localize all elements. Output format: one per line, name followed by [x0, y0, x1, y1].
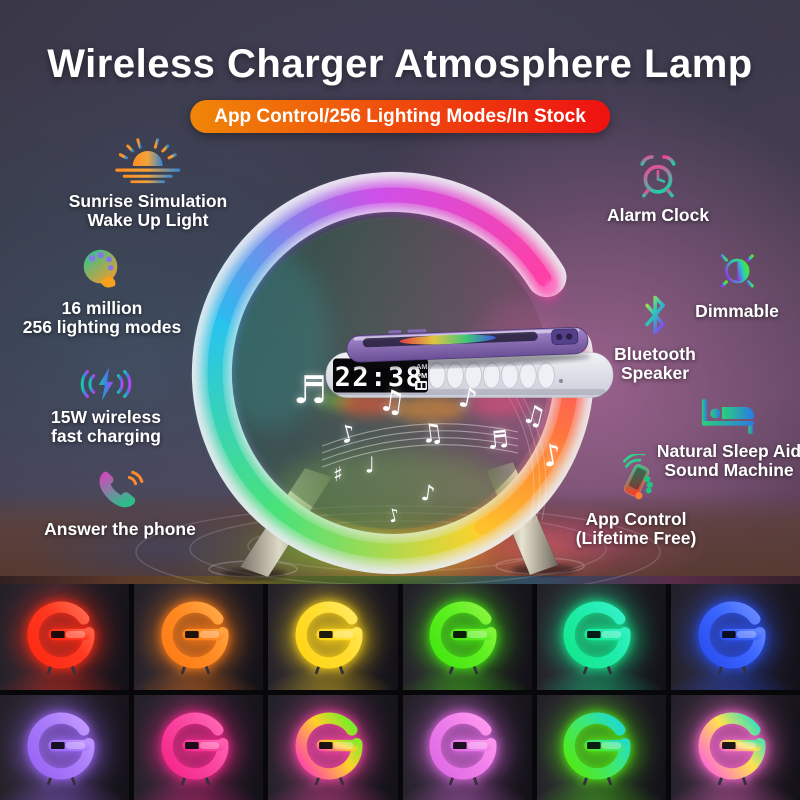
gallery-tile-rainbow-warm: [268, 695, 398, 800]
lamp-button: [537, 362, 556, 389]
mini-lamp: [295, 712, 363, 786]
gallery-tile-red: [0, 584, 130, 690]
phone-side-button: [388, 330, 402, 334]
gallery-tile-orange: [134, 584, 264, 690]
feature-label: Dimmable: [695, 301, 779, 321]
feature-label: 15W wireless: [51, 407, 161, 427]
mini-lamp: [563, 601, 631, 675]
mini-lamp: [698, 712, 766, 786]
mini-lamp: [429, 712, 497, 786]
feature-app-control: App Control (Lifetime Free): [575, 454, 697, 548]
feature-alarm-clock: Alarm Clock: [607, 152, 709, 225]
feature-fast-charging: 15W wireless fast charging: [51, 366, 161, 446]
palette-icon: [84, 249, 118, 288]
lamp-button: [482, 362, 501, 389]
alarm-clock-icon: [640, 155, 676, 198]
mini-lamp: [27, 601, 95, 675]
lamp-button: [464, 362, 483, 389]
feature-label: Alarm Clock: [606, 205, 710, 225]
feature-answer-phone: Answer the phone: [44, 466, 196, 539]
feature-dimmable: Dimmable: [695, 246, 779, 321]
feature-label: Bluetooth: [614, 344, 696, 364]
feature-label: Sunrise Simulation: [68, 191, 228, 211]
feature-label: App Control: [585, 509, 687, 529]
feature-label: (Lifetime Free): [575, 528, 697, 548]
sleep-bed-icon: [702, 399, 754, 434]
mini-lamp: [295, 601, 363, 675]
mini-lamp: [563, 712, 631, 786]
feature-label: 256 lighting modes: [22, 317, 182, 337]
mini-lamp: [161, 712, 229, 786]
app-control-icon: [623, 454, 654, 500]
feature-label: Speaker: [620, 363, 690, 383]
bluetooth-icon: [645, 295, 665, 335]
lamp-button: [519, 362, 537, 389]
dimmable-icon: [714, 248, 760, 294]
feature-label: Natural Sleep Aid: [656, 441, 800, 461]
page-title: Wireless Charger Atmosphere Lamp: [47, 42, 753, 86]
feature-label: Wake Up Light: [87, 210, 209, 230]
feature-bluetooth-speaker: Bluetooth Speaker: [614, 291, 696, 383]
table-front-edge: [0, 576, 800, 584]
feature-sunrise-simulation: Sunrise Simulation Wake Up Light: [68, 136, 228, 230]
lamp-button: [501, 362, 519, 389]
rgb-glow-ring: [201, 181, 585, 565]
feature-label: fast charging: [51, 426, 161, 446]
mic-hole: [559, 379, 563, 383]
gallery-tile-green: [402, 584, 532, 690]
gallery-tile-purple: [0, 695, 130, 800]
lamp-buttons: [428, 362, 556, 389]
mini-lamp: [429, 601, 497, 675]
feature-label: Sound Machine: [664, 460, 794, 480]
phone-on-charger: [346, 326, 591, 369]
sunrise-icon: [115, 136, 181, 184]
mini-lamp: [161, 601, 229, 675]
gallery-tile-green-cyan: [536, 695, 666, 800]
stock-banner: App Control/256 Lighting Modes/In Stock: [190, 100, 610, 133]
feature-label: Answer the phone: [44, 519, 196, 539]
gallery-tile-rainbow-cool: [670, 695, 800, 800]
feature-label: 16 million: [61, 298, 143, 318]
feature-lighting-modes: 16 million 256 lighting modes: [22, 245, 182, 337]
phone-camera: [551, 328, 579, 345]
gallery-tile-spring-green: [536, 584, 666, 690]
wireless-charging-icon: [80, 367, 132, 401]
mini-lamp: [27, 712, 95, 786]
phone-side-button: [407, 329, 427, 333]
gallery-tile-magenta-pink: [402, 695, 532, 800]
clock-pm: PM: [416, 371, 427, 380]
feature-sleep-aid: Natural Sleep Aid Sound Machine: [657, 396, 800, 480]
gallery-tile-yellow: [268, 584, 398, 690]
color-gallery: [0, 584, 800, 800]
gallery-tile-hot-pink: [134, 695, 264, 800]
mini-lamp: [698, 601, 766, 675]
phone-call-icon: [99, 470, 144, 508]
gallery-tile-blue: [670, 584, 800, 690]
